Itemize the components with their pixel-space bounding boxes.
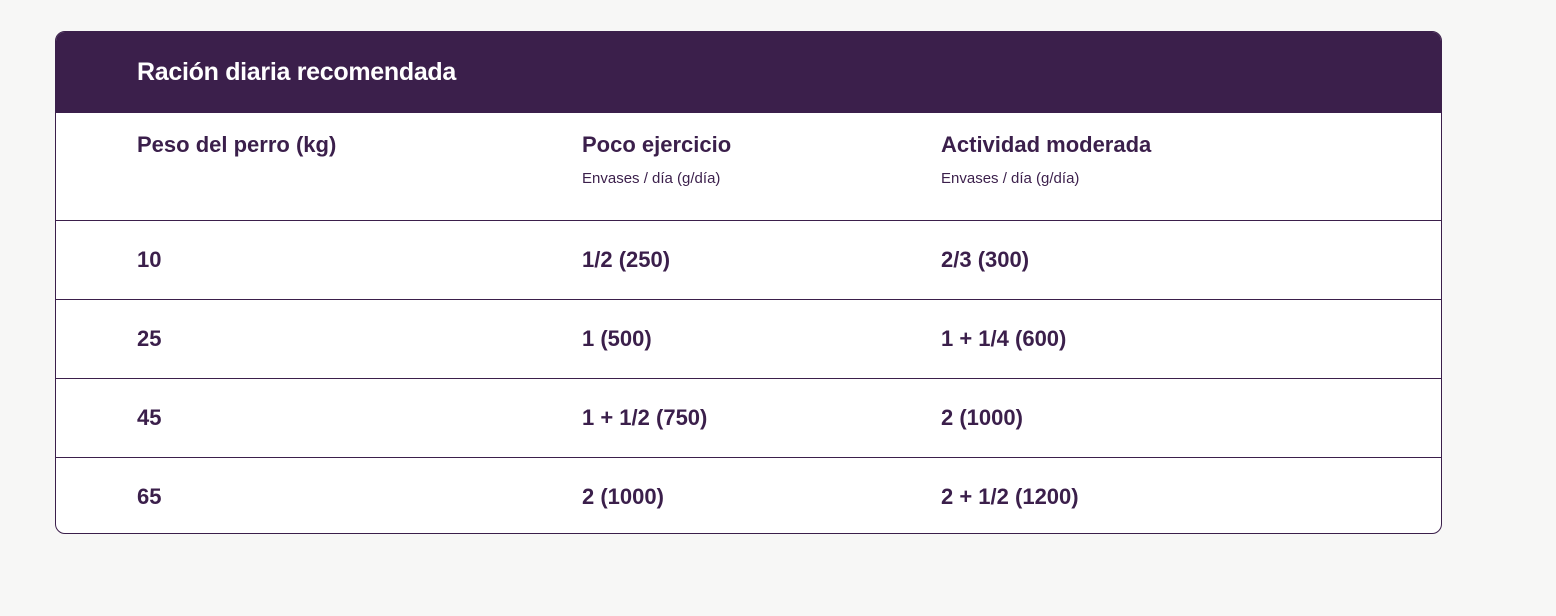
column-header-weight: Peso del perro (kg)	[137, 113, 336, 220]
daily-ration-table: Ración diaria recomendada Peso del perro…	[55, 31, 1442, 534]
cell-weight: 65	[137, 484, 162, 509]
column-header-label: Actividad moderada	[941, 132, 1152, 157]
column-header-label: Peso del perro (kg)	[137, 132, 337, 157]
table-header-row: Peso del perro (kg) Poco ejercicio Envas…	[56, 113, 1441, 220]
cell-moderate-activity: 2 + 1/2 (1200)	[941, 484, 1079, 509]
cell-low-exercise: 2 (1000)	[582, 484, 664, 509]
table-row: 25 1 (500) 1 + 1/4 (600)	[56, 299, 1441, 378]
column-header-sublabel: Envases / día (g/día)	[582, 170, 721, 187]
cell-moderate-activity: 2 (1000)	[941, 405, 1023, 430]
column-header-low-exercise: Poco ejercicio Envases / día (g/día)	[582, 113, 731, 220]
cell-low-exercise: 1 + 1/2 (750)	[582, 405, 708, 430]
table-title-bar: Ración diaria recomendada	[56, 32, 1441, 113]
cell-low-exercise: 1 (500)	[582, 326, 652, 351]
cell-low-exercise: 1/2 (250)	[582, 247, 671, 272]
cell-moderate-activity: 2/3 (300)	[941, 247, 1030, 272]
column-header-label: Poco ejercicio	[582, 132, 732, 157]
cell-weight: 25	[137, 326, 162, 351]
cell-moderate-activity: 1 + 1/4 (600)	[941, 326, 1067, 351]
table-row: 10 1/2 (250) 2/3 (300)	[56, 220, 1441, 299]
table-row: 45 1 + 1/2 (750) 2 (1000)	[56, 378, 1441, 457]
table-title: Ración diaria recomendada	[137, 58, 457, 86]
cell-weight: 45	[137, 405, 162, 430]
table-row: 65 2 (1000) 2 + 1/2 (1200)	[56, 457, 1441, 533]
column-header-moderate-activity: Actividad moderada Envases / día (g/día)	[941, 113, 1151, 220]
column-header-sublabel: Envases / día (g/día)	[941, 170, 1080, 187]
cell-weight: 10	[137, 247, 162, 272]
